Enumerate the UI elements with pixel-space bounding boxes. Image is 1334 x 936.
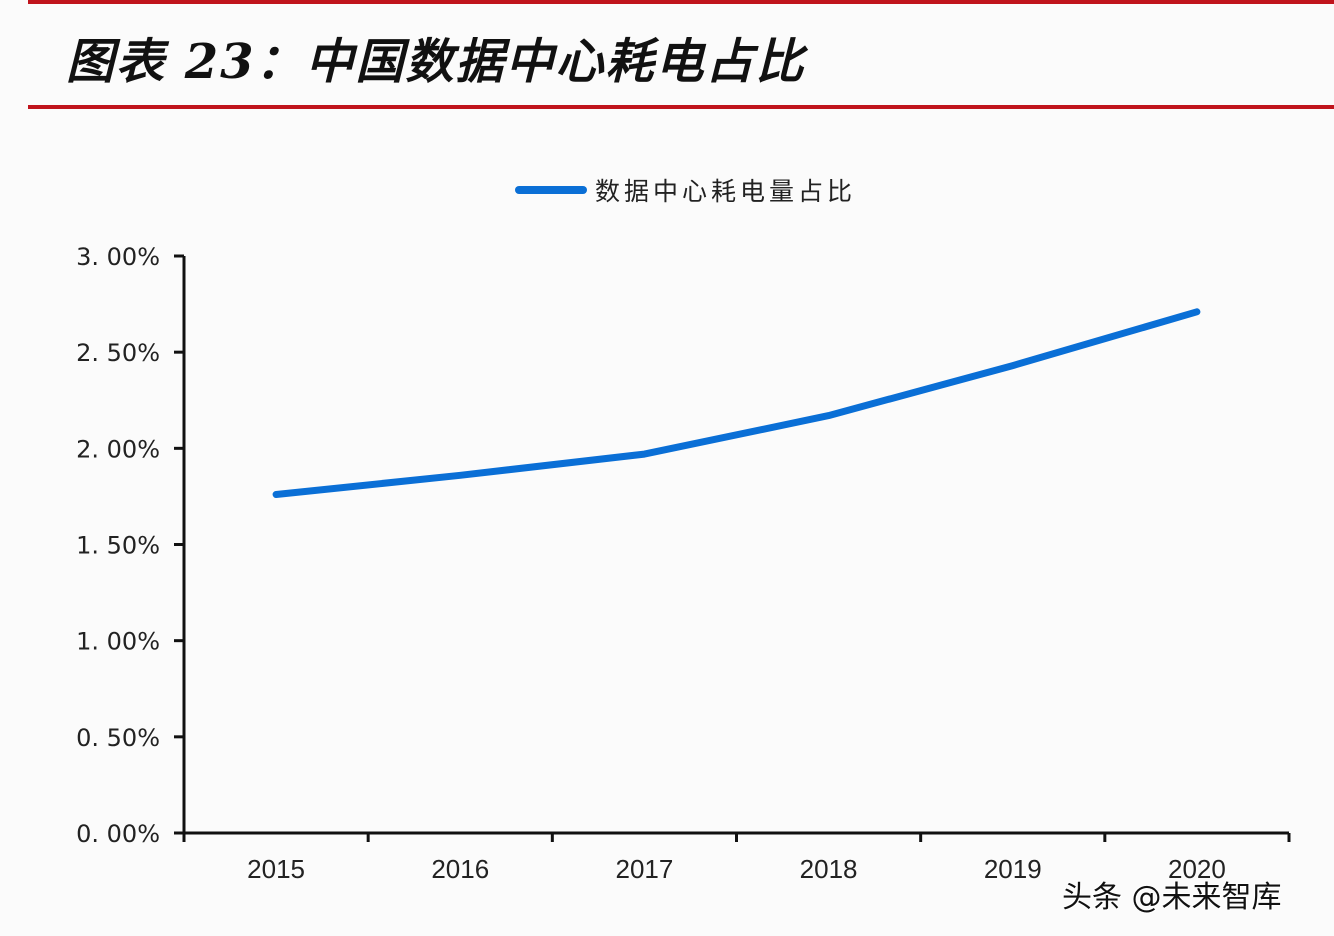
x-tick-label: 2018 [800, 854, 858, 884]
x-tick-label: 2017 [615, 854, 673, 884]
y-tick-label: 1. 50% [76, 532, 160, 560]
header-top-rule [28, 0, 1334, 4]
y-tick-label: 2. 00% [76, 435, 160, 463]
legend-label: 数据中心耗电量占比 [595, 177, 857, 206]
x-tick-label: 2016 [431, 854, 489, 884]
series-line [272, 308, 1201, 498]
chart-legend: 数据中心耗电量占比 [515, 172, 856, 208]
chart-axes [174, 256, 1289, 835]
chart-title: 图表 23：中国数据中心耗电占比 [66, 34, 806, 90]
y-tick-label: 3. 00% [76, 243, 160, 271]
header-bottom-rule [28, 105, 1334, 109]
x-tick-label: 2015 [247, 854, 305, 884]
legend-line-swatch [515, 186, 587, 194]
y-tick-label: 1. 00% [76, 628, 160, 656]
y-axis-ticks: 0. 00% 0. 50% 1. 00% 1. 50% 2. 00% 2. 50% 3. 0… [76, 243, 184, 848]
x-tick-label: 2019 [984, 854, 1042, 884]
x-tick-label: 2020 [1168, 854, 1226, 884]
watermark: 头条 @未来智库 [1062, 880, 1282, 915]
y-tick-label: 0. 50% [76, 724, 160, 752]
y-tick-label: 0. 00% [76, 820, 160, 848]
y-tick-label: 2. 50% [76, 339, 160, 367]
x-axis-ticks: 2015 2016 2017 2018 2019 2020 [182, 833, 1291, 884]
